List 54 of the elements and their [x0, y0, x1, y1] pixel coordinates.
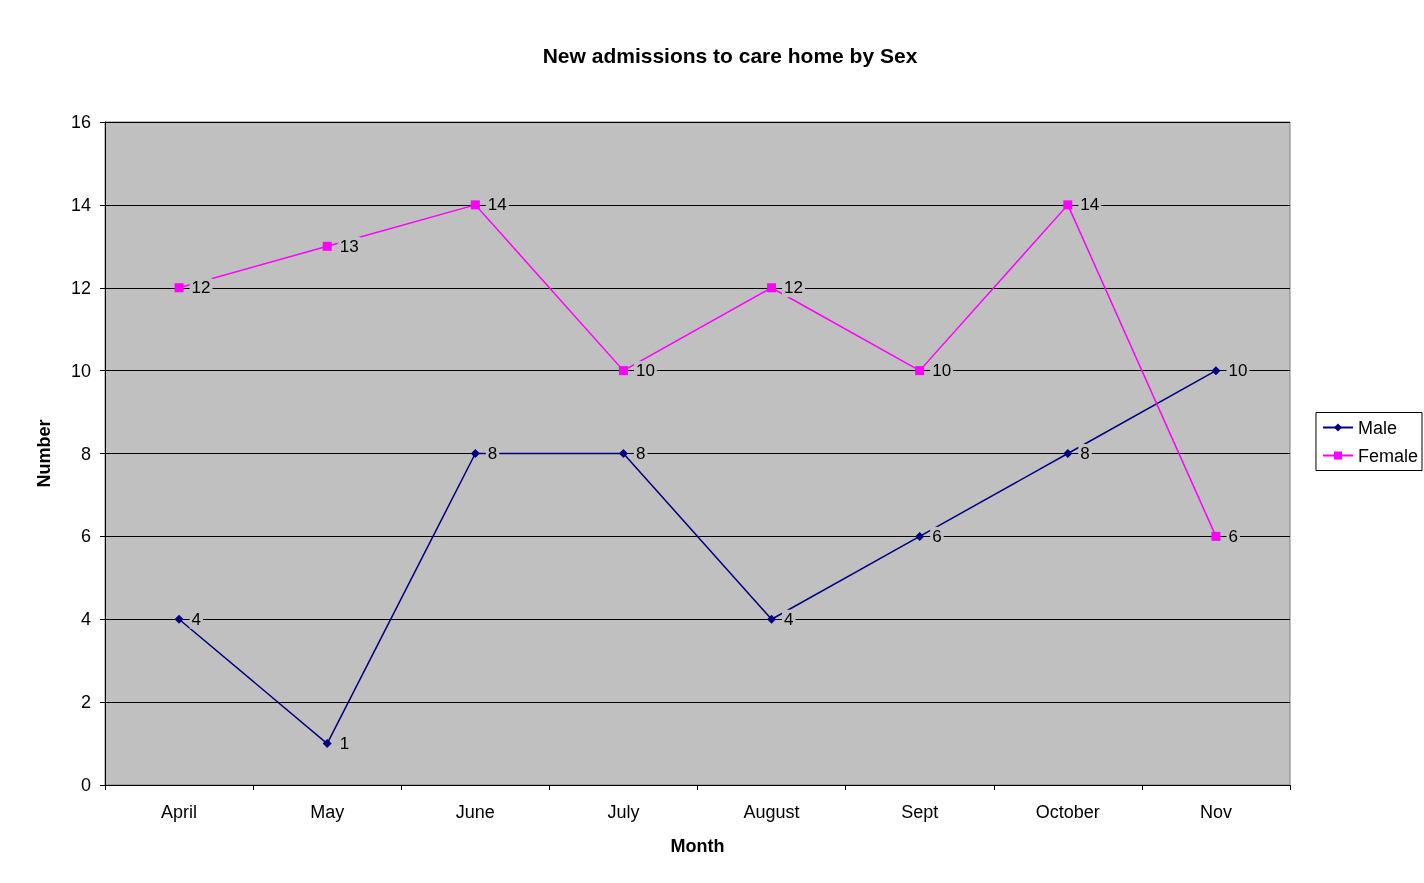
x-axis-title: Month: [670, 836, 725, 856]
point: [1063, 200, 1073, 210]
data-label: 10: [1228, 361, 1248, 381]
x-tick-label: May: [310, 802, 345, 822]
point: [618, 449, 628, 458]
data-label: 6: [1228, 526, 1238, 546]
data-label: 14: [1080, 195, 1100, 215]
data-label: 10: [635, 361, 655, 381]
y-axis-title: Number: [34, 419, 54, 488]
x-tick-label: Nov: [1199, 802, 1232, 822]
point: [470, 449, 480, 458]
data-label: 12: [784, 278, 803, 298]
y-tick-label: 0: [80, 775, 91, 795]
y-tick-label: 14: [70, 194, 91, 215]
y-tick-label: 4: [80, 609, 91, 630]
point: [618, 366, 628, 376]
data-label: 6: [932, 526, 942, 546]
y-tick-label: 6: [80, 526, 91, 547]
x-tick-label: Sept: [901, 802, 939, 822]
x-tick-label: April: [161, 802, 198, 822]
point: [322, 739, 332, 749]
point: [915, 366, 925, 376]
point: [174, 283, 184, 293]
data-label: 14: [487, 195, 507, 215]
y-tick-label: 12: [70, 277, 91, 298]
point: [1211, 366, 1221, 376]
x-tick-label: October: [1035, 802, 1100, 822]
data-label: 8: [487, 444, 498, 463]
legend-label: Male: [1357, 417, 1397, 438]
point: [767, 283, 777, 293]
point: [767, 614, 777, 624]
point: [1063, 449, 1073, 458]
chart-title: New admissions to care home by Sex: [542, 44, 918, 67]
data-label: 8: [635, 444, 646, 463]
y-tick-label: 10: [70, 360, 91, 381]
point: [1211, 531, 1221, 541]
data-label: 1: [339, 734, 350, 754]
data-label: 4: [191, 609, 202, 629]
data-label: 4: [784, 609, 794, 629]
point: [174, 614, 184, 624]
y-tick-label: 8: [80, 443, 91, 464]
data-label: 13: [339, 236, 359, 256]
x-tick-label: June: [455, 802, 495, 822]
data-label: 10: [932, 361, 952, 381]
y-tick-label: 16: [70, 112, 91, 132]
x-tick-label: August: [743, 802, 800, 822]
y-tick-label: 2: [80, 692, 91, 713]
point: [915, 531, 925, 541]
data-label: 12: [191, 278, 211, 298]
data-label: 8: [1080, 444, 1090, 463]
point: [470, 200, 480, 210]
legend-label: Female: [1357, 445, 1419, 466]
point: [322, 241, 332, 251]
x-tick-label: July: [607, 802, 640, 822]
